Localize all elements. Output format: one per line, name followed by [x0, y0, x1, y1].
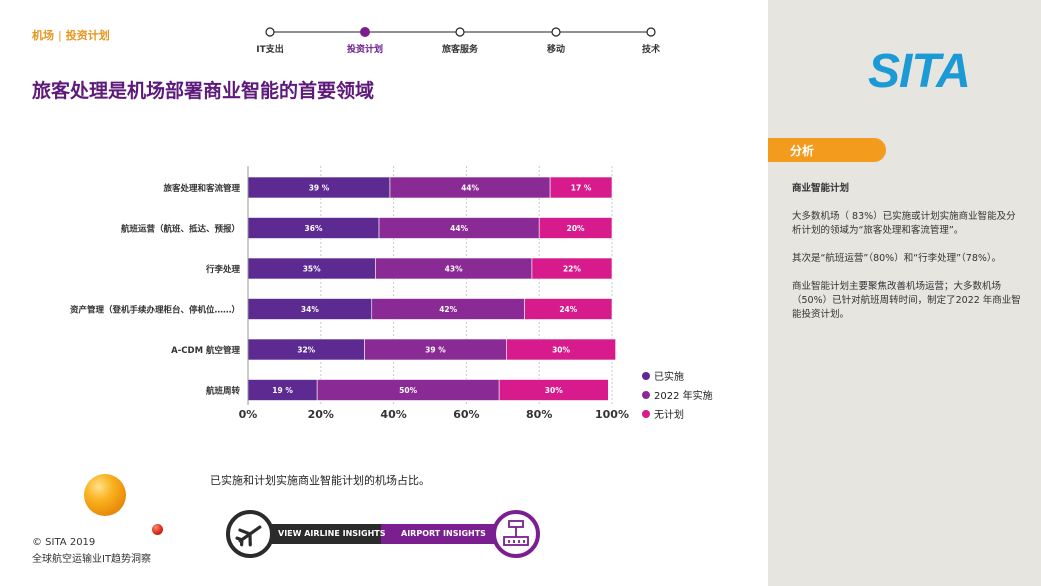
bar-segment [538, 217, 613, 239]
progress-step-passenger-services[interactable]: 旅客服务 [441, 45, 479, 55]
legend-label: 已实施 [654, 370, 684, 383]
bar-segment [524, 298, 613, 320]
analysis-tab-label: 分析 [790, 144, 815, 158]
category-label: 航班运营（航班、抵达、预报） [121, 224, 240, 235]
breadcrumb: 机场 | 投资计划 [32, 27, 110, 43]
chart-caption: 已实施和计划实施商业智能计划的机场占比。 [210, 474, 430, 487]
stacked-bar-chart: 0% 20% 40% 60% 80% 100% 旅客处理和客流管理 39 % 44% 17 % 航班… [70, 166, 713, 421]
category-label: A-CDM 航空管理 [171, 345, 240, 356]
bar-value-label: 34% [301, 305, 319, 314]
x-tick-label: 0% [239, 408, 258, 421]
bar-value-label: 50% [399, 386, 417, 395]
view-airline-insights-link[interactable]: VIEW AIRLINE INSIGHTS [278, 529, 386, 538]
bar-value-label: 44% [450, 224, 468, 233]
analysis-paragraph-1: 大多数机场（ 83%）已实施或计划实施商业智能及分析计划的领域为“旅客处理和客流… [792, 211, 1016, 236]
bar-value-label: 42% [439, 305, 457, 314]
analysis-paragraph-3: 商业智能计划主要聚焦改善机场运营；大多数机场（50%）已针对航班周转时间，制定了… [792, 281, 1021, 320]
analysis-tab: 分析 [768, 138, 886, 162]
progress-step-dot-3[interactable] [551, 27, 561, 37]
bar-value-label: 43% [445, 265, 463, 274]
progress-step-dot-1[interactable] [360, 27, 370, 37]
progress-step-investment[interactable]: 投资计划 [346, 45, 384, 55]
progress-step-dot-2[interactable] [455, 27, 465, 37]
footer-subtitle: 全球航空运输业IT趋势洞察 [32, 554, 152, 565]
breadcrumb-section[interactable]: 机场 [32, 29, 54, 42]
bar-value-label: 22% [563, 265, 581, 274]
bar-value-label: 44% [461, 184, 479, 193]
bar-segment [506, 338, 616, 361]
page-title: 旅客处理是机场部署商业智能的首要领域 [32, 80, 375, 102]
progress-step-mobile[interactable]: 移动 [546, 45, 566, 55]
red-sphere-decoration [152, 524, 163, 535]
insights-switch: VIEW AIRLINE INSIGHTS AIRPORT INSIGHTS [226, 510, 541, 558]
x-tick-label: 100% [595, 408, 629, 421]
progress-step-dot-0[interactable] [265, 27, 275, 37]
progress-track [265, 27, 656, 37]
bar-segment [498, 379, 609, 401]
category-label: 资产管理（登机手续办理柜台、停机位……） [70, 305, 240, 316]
x-tick-label: 20% [308, 408, 334, 421]
bar-segment [549, 176, 613, 199]
progress-step-dot-4[interactable] [646, 27, 656, 37]
bar-value-label: 17 % [571, 184, 592, 193]
category-label: 旅客处理和客流管理 [162, 183, 240, 194]
section-progress-nav: IT支出 投资计划 旅客服务 移动 技术 [230, 22, 690, 62]
category-label: 航班周转 [206, 386, 241, 397]
legend-label: 2022 年实施 [654, 389, 713, 402]
breadcrumb-current: 投资计划 [65, 29, 110, 42]
airport-insights-link[interactable]: AIRPORT INSIGHTS [401, 529, 486, 538]
progress-step-it-spend[interactable]: IT支出 [256, 45, 284, 55]
breadcrumb-separator: | [58, 29, 62, 42]
bar-value-label: 39 % [425, 346, 446, 355]
bar-value-label: 30% [552, 346, 570, 355]
bar-value-label: 24% [559, 305, 577, 314]
category-label: 行李处理 [205, 264, 241, 275]
analysis-text: 商业智能计划 大多数机场（ 83%）已实施或计划实施商业智能及分析计划的领域为“… [792, 182, 1022, 336]
airport-tower-icon [503, 520, 529, 546]
bar-value-label: 30% [545, 386, 563, 395]
bar-value-label: 19 % [272, 386, 293, 395]
analysis-paragraph-2: 其次是“航班运营”（80%）和“行李处理”（78%）。 [792, 253, 1002, 264]
bar-value-label: 20% [567, 224, 585, 233]
orange-sphere-decoration [84, 474, 126, 516]
progress-step-technology[interactable]: 技术 [641, 45, 661, 55]
bar-value-label: 32% [297, 346, 315, 355]
airplane-icon [235, 525, 262, 547]
analysis-heading: 商业智能计划 [792, 183, 850, 194]
bar-value-label: 39 % [309, 184, 330, 193]
legend-marker [642, 372, 650, 380]
x-tick-label: 80% [526, 408, 552, 421]
legend-label: 无计划 [654, 408, 684, 421]
legend-marker [642, 410, 650, 418]
sita-logo: SITA [868, 45, 971, 98]
bar-segment [531, 257, 613, 280]
bar-value-label: 35% [303, 265, 321, 274]
x-tick-label: 40% [380, 408, 406, 421]
legend-marker [642, 391, 650, 399]
analysis-side-panel [768, 0, 1041, 586]
x-tick-label: 60% [453, 408, 479, 421]
copyright-text: © SITA 2019 [32, 537, 96, 548]
airline-insights-bar[interactable] [248, 524, 388, 544]
bar-value-label: 36% [305, 224, 323, 233]
airport-insights-bar[interactable] [381, 524, 511, 544]
